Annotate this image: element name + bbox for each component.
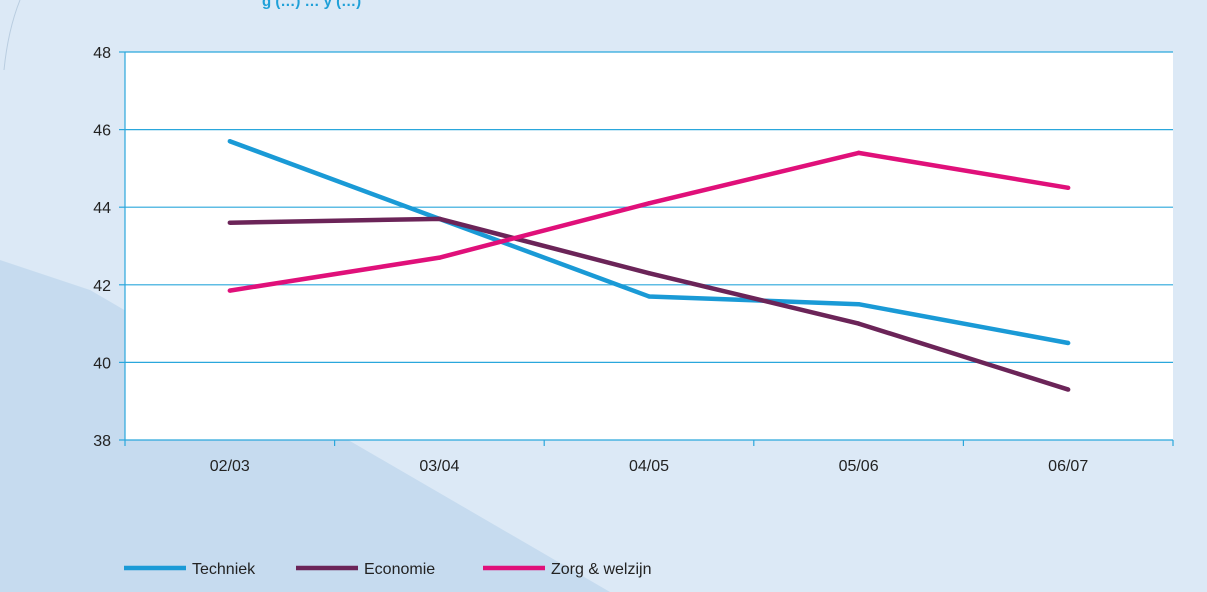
- data-point: [856, 321, 861, 326]
- x-tick-label: 03/04: [419, 458, 459, 475]
- x-tick-label: 06/07: [1048, 458, 1088, 475]
- tick-labels: 38 40 42 44 46 48 02/03 03/04 04/05 05/06 06/07: [93, 45, 1088, 475]
- data-point: [856, 302, 861, 307]
- data-point: [646, 294, 652, 299]
- data-point: [646, 201, 652, 206]
- y-tick-label: 40: [93, 355, 111, 372]
- legend-label: Zorg & welzijn: [551, 561, 651, 578]
- data-point: [1066, 340, 1071, 346]
- caption-fragment: g (…) … y (…): [262, 0, 361, 10]
- x-tick-label: 05/06: [839, 458, 879, 475]
- data-point: [437, 216, 442, 222]
- data-point: [856, 150, 861, 156]
- gridlines: [125, 51, 1173, 363]
- data-point: [437, 255, 442, 260]
- data-point: [1066, 387, 1071, 392]
- legend-label: Economie: [364, 561, 435, 578]
- axes: [119, 51, 1174, 446]
- plot-area: [125, 52, 1173, 440]
- series-lines: [227, 139, 1071, 392]
- data-point: [1066, 185, 1071, 190]
- y-tick-label: 48: [93, 45, 111, 62]
- x-tick-label: 02/03: [210, 458, 250, 475]
- data-point: [227, 220, 232, 225]
- data-point: [227, 288, 232, 293]
- decorative-curve: [3, 0, 21, 71]
- data-point: [646, 270, 652, 276]
- legend-label: Techniek: [192, 561, 256, 578]
- legend: Techniek Economie Zorg & welzijn: [124, 561, 651, 578]
- x-tick-label: 04/05: [629, 458, 669, 475]
- y-tick-label: 44: [93, 200, 111, 217]
- y-tick-label: 38: [93, 433, 111, 450]
- y-tick-label: 42: [93, 278, 111, 295]
- y-tick-label: 46: [93, 123, 111, 140]
- data-point: [227, 139, 232, 144]
